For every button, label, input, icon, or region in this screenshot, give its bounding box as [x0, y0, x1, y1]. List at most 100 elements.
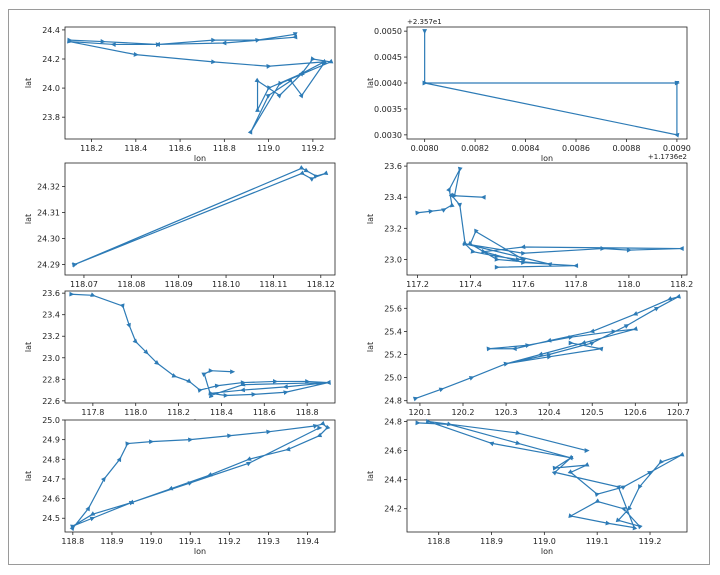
data-point — [546, 354, 553, 360]
y-axis-label: lat — [24, 342, 33, 352]
figure-frame: 118.2 118.4 118.6 118.8 119.0 119.2 23.8 24.0 24… — [8, 9, 710, 565]
data-point — [154, 42, 160, 47]
y-tick-label: 23.6 — [384, 162, 402, 171]
data-point — [282, 384, 288, 390]
x-tick-label: 118.8 — [427, 537, 450, 546]
y-axis-label: lat — [24, 214, 33, 224]
y-tick-label: 24.9 — [42, 436, 60, 445]
x-axis-label: lon — [194, 154, 206, 163]
data-point — [310, 56, 316, 62]
data-point — [266, 64, 272, 69]
data-point — [322, 170, 329, 175]
data-point — [101, 476, 106, 483]
y-axis-label: lat — [24, 471, 33, 481]
x-tick-label: 0.0084 — [512, 144, 540, 153]
x-tick-label: 117.8 — [81, 408, 104, 417]
data-point — [72, 262, 78, 267]
subplot-7: 118.8 118.9 119.0 119.1 119.2 119.3 119.4 24.5 2… — [24, 416, 336, 556]
y-tick-label: 24.7 — [42, 475, 60, 484]
data-point — [186, 378, 192, 384]
data-point — [520, 244, 526, 250]
x-axis-label: lon — [541, 547, 553, 556]
y-tick-label: 22.6 — [42, 397, 60, 406]
x-tick-label: 118.6 — [253, 408, 276, 417]
data-point — [457, 202, 462, 208]
data-point — [632, 326, 638, 331]
x-tick-label: 118.0 — [124, 408, 147, 417]
data-point — [208, 368, 214, 373]
data-point — [611, 329, 617, 335]
data-point — [468, 376, 475, 381]
y-axis-label: lat — [366, 78, 375, 88]
data-point — [283, 390, 289, 396]
y-tick-label: 24.2 — [384, 505, 402, 514]
data-point — [211, 37, 217, 43]
data-point — [488, 441, 495, 447]
data-point — [85, 505, 90, 512]
y-tick-label: 23.2 — [42, 332, 60, 341]
data-point — [452, 193, 458, 198]
data-point — [480, 194, 486, 200]
y-tick-label: 24.5 — [42, 514, 60, 523]
data-point — [441, 208, 447, 213]
data-point — [457, 166, 463, 173]
y-tick-label: 24.30 — [37, 235, 60, 244]
data-point — [422, 29, 428, 35]
y-tick-label: 24.8 — [384, 397, 402, 406]
data-point — [658, 459, 664, 465]
plot-area — [64, 26, 336, 140]
data-point — [525, 343, 531, 348]
data-point — [265, 93, 272, 99]
x-tick-label: 118.11 — [259, 280, 287, 289]
x-tick-label: 119.2 — [639, 537, 662, 546]
x-tick-label: 120.4 — [538, 408, 561, 417]
data-point — [126, 322, 131, 329]
y-tick-label: 22.8 — [42, 375, 60, 384]
data-point — [273, 379, 278, 384]
plot-area — [406, 419, 688, 533]
data-point — [678, 451, 685, 457]
x-tick-label: 118.8 — [61, 537, 84, 546]
data-point — [551, 470, 558, 476]
data-point — [116, 456, 122, 463]
data-point — [214, 383, 221, 389]
y-tick-label: 0.0050 — [374, 27, 402, 36]
data-point — [321, 60, 327, 66]
x-tick-label: 118.09 — [165, 280, 193, 289]
data-point — [292, 34, 298, 40]
x-tick-label: 119.1 — [586, 537, 609, 546]
y-axis-label: lat — [24, 78, 33, 88]
y-tick-label: 24.6 — [42, 495, 60, 504]
data-point — [605, 520, 611, 526]
data-point — [597, 346, 604, 352]
y-axis-label: lat — [366, 471, 375, 481]
data-point — [446, 421, 453, 427]
data-point — [425, 418, 432, 424]
y-tick-label: 25.6 — [384, 304, 402, 313]
data-point — [412, 396, 419, 402]
y-tick-label: 23.4 — [42, 311, 60, 320]
data-point — [552, 465, 558, 471]
data-point — [568, 340, 574, 346]
subplot-1: 118.2 118.4 118.6 118.8 119.0 119.2 23.8 24.0 24… — [24, 26, 336, 163]
data-point — [467, 240, 473, 246]
data-point — [148, 439, 155, 445]
x-tick-label: 119.0 — [533, 537, 556, 546]
data-point — [246, 456, 252, 461]
data-point — [206, 472, 213, 477]
data-point — [276, 93, 282, 99]
data-point — [626, 505, 633, 511]
x-tick-label: 117.6 — [512, 280, 535, 289]
data-point — [583, 462, 590, 467]
data-point — [632, 311, 639, 316]
data-point — [201, 372, 207, 377]
data-point — [494, 256, 500, 262]
data-point — [594, 498, 601, 503]
data-point — [69, 291, 75, 297]
data-point — [494, 253, 500, 259]
y-tick-label: 0.0030 — [374, 131, 402, 140]
x-tick-label: 118.6 — [169, 144, 192, 153]
data-point — [221, 40, 227, 46]
y-tick-label: 24.8 — [384, 417, 402, 426]
y-tick-label: 23.0 — [42, 354, 60, 363]
